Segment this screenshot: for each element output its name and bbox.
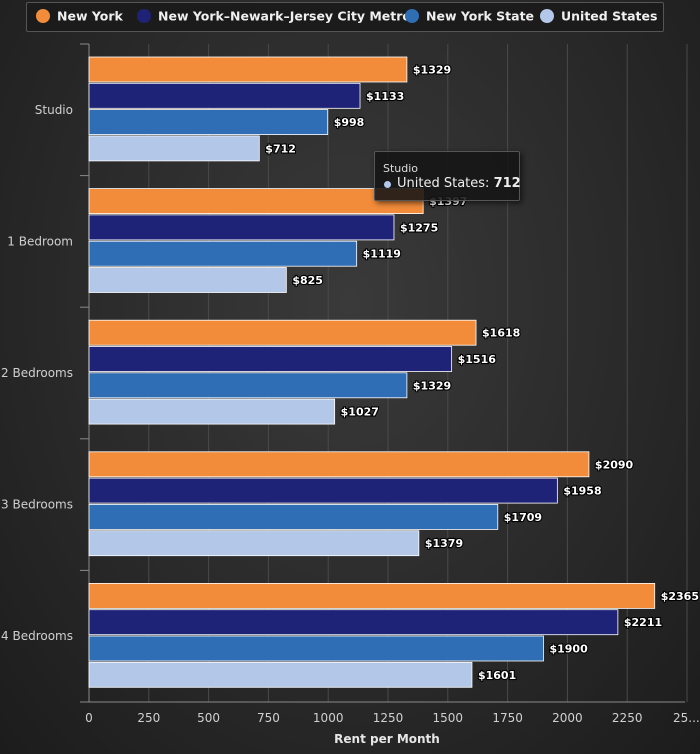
legend-item: New York–Newark–Jersey City Metro: [158, 9, 411, 24]
x-tick-label: 1000: [313, 711, 344, 725]
data-label: $2365: [661, 590, 699, 603]
data-label: $1119: [363, 248, 401, 261]
category-label: Studio: [35, 103, 73, 117]
data-label: $1618: [482, 327, 520, 340]
bar: [88, 346, 453, 372]
bar: [88, 477, 558, 504]
bar: [88, 398, 336, 425]
x-tick-label: 250: [137, 711, 160, 725]
bar: [88, 451, 590, 478]
category-label: 1 Bedroom: [7, 234, 73, 248]
tooltip-value: 712: [493, 176, 521, 191]
x-tick-label: 25...: [673, 711, 700, 725]
bar: [88, 82, 361, 109]
chart-tooltip: Studio United States: 712: [374, 151, 521, 201]
data-label: $1379: [425, 537, 463, 550]
data-label: $1329: [413, 64, 451, 77]
data-label: $712: [265, 142, 296, 155]
bar: [88, 503, 499, 530]
x-tick-label: 1500: [433, 711, 464, 725]
bar: [88, 530, 420, 557]
data-label: $825: [292, 274, 323, 287]
legend-marker: [36, 9, 50, 23]
x-tick-label: 0: [85, 711, 93, 725]
tooltip-series: United States: [397, 176, 486, 191]
data-label: $2090: [595, 458, 634, 471]
legend-item: New York: [57, 9, 123, 24]
bar: [88, 583, 656, 609]
bar: [88, 56, 408, 83]
category-label: 2 Bedrooms: [1, 366, 73, 380]
category-label: 3 Bedrooms: [1, 498, 73, 512]
data-label: $2211: [624, 616, 662, 629]
legend-item: United States: [561, 9, 657, 24]
bar: [88, 188, 424, 215]
bar: [88, 635, 544, 662]
bar: [88, 319, 477, 346]
legend: [26, 2, 664, 32]
x-tick-label: 1750: [492, 711, 523, 725]
data-label: $1958: [563, 485, 601, 498]
x-axis-title: Rent per Month: [334, 732, 440, 746]
bar: [88, 267, 287, 293]
data-label: $1275: [400, 221, 438, 234]
bar: [88, 372, 408, 399]
data-label: $1516: [458, 353, 497, 366]
bar: [88, 609, 619, 636]
x-tick-label: 2000: [552, 711, 583, 725]
legend-marker: [137, 9, 151, 23]
data-label: $1027: [341, 406, 379, 419]
legend-item: New York State: [426, 9, 534, 24]
bar: [88, 240, 358, 267]
data-label: $1133: [366, 90, 404, 103]
bar: [88, 109, 329, 135]
legend-marker: [405, 9, 419, 23]
bar: [88, 214, 395, 241]
x-tick-label: 2250: [612, 711, 643, 725]
data-label: $1709: [504, 511, 542, 524]
x-tick-label: 1250: [373, 711, 404, 725]
legend-marker: [540, 9, 554, 23]
tooltip-separator: :: [485, 176, 490, 191]
data-label: $1601: [478, 669, 516, 682]
tooltip-category: Studio: [383, 162, 419, 175]
data-label: $998: [334, 116, 365, 129]
x-tick-label: 500: [197, 711, 220, 725]
data-label: $1329: [413, 379, 451, 392]
x-tick-label: 750: [257, 711, 280, 725]
bar: [88, 135, 260, 162]
bar: [88, 661, 473, 688]
category-label: 4 Bedrooms: [1, 629, 73, 643]
tooltip-line: United States: 712: [397, 176, 521, 191]
tooltip-series-dot: [384, 181, 391, 188]
data-label: $1900: [549, 643, 588, 656]
